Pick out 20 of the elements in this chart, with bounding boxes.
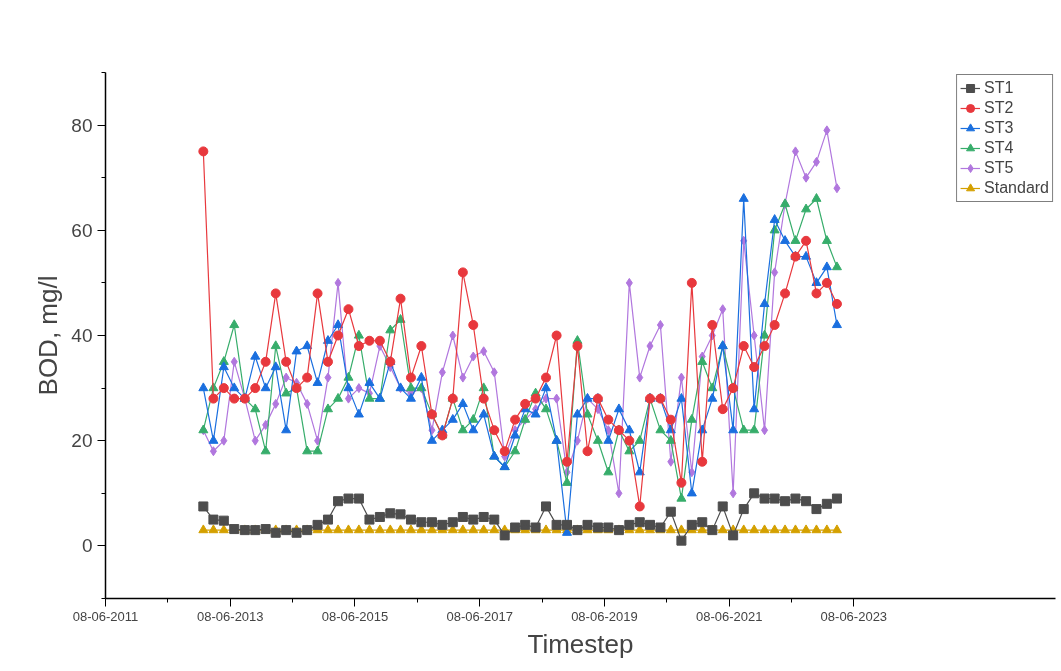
x-tick-label: 08-06-2013 [197,608,264,624]
legend-label: ST1 [984,79,1014,97]
y-tick-label: 80 [71,114,93,136]
y-tick-label: 0 [81,535,93,557]
x-tick-label: 08-06-2015 [321,608,389,624]
legend-label: ST2 [984,99,1014,117]
x-tick-label: 08-06-2021 [695,608,763,624]
x-axis-title: Timestep [527,628,634,659]
y-axis-title: BOD, mg/l [33,275,64,396]
y-tick-label: 20 [71,430,93,452]
y-tick-label: 60 [71,219,93,241]
legend-label: ST4 [984,139,1014,157]
x-tick-label: 08-06-2017 [446,608,514,624]
x-tick-label: 08-06-2019 [571,608,638,624]
x-tick-label: 08-06-2011 [72,608,139,624]
legend-label: Standard [984,179,1049,197]
legend-label: ST5 [984,159,1014,177]
y-tick-label: 40 [71,325,93,346]
legend-label: ST3 [984,119,1014,137]
x-tick-label: 08-06-2023 [820,608,888,624]
